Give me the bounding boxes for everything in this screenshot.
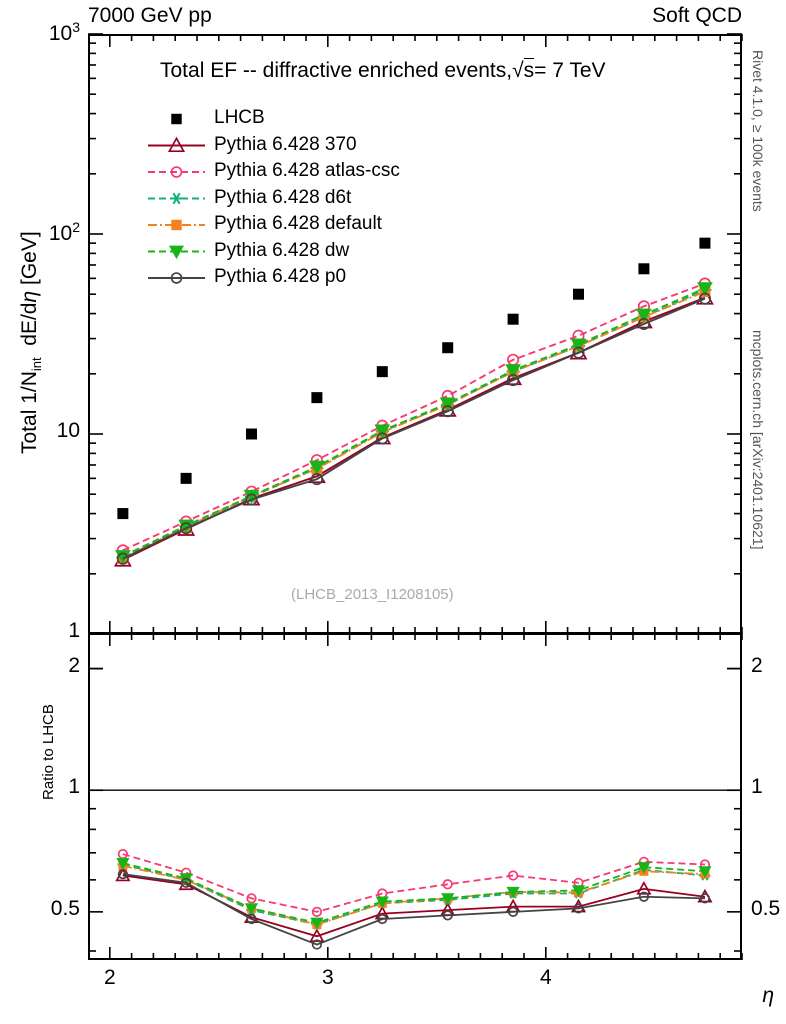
data-marker — [637, 317, 650, 331]
data-marker — [246, 428, 257, 440]
data-marker — [439, 397, 456, 412]
data-marker — [698, 866, 712, 879]
legend-item-label: Pythia 6.428 d6t — [214, 186, 352, 208]
data-marker — [375, 896, 389, 909]
data-marker — [167, 136, 186, 153]
data-marker — [310, 473, 323, 486]
data-marker — [311, 906, 323, 917]
y-tick-label-main: 103 — [48, 19, 80, 45]
y-tick-label-ratio: 2 — [68, 653, 80, 677]
data-marker — [169, 245, 184, 260]
data-marker — [246, 893, 257, 904]
data-marker — [638, 263, 650, 275]
data-marker — [507, 870, 519, 881]
y-tick-label-ratio-right: 0.5 — [751, 896, 781, 920]
data-marker — [180, 877, 192, 888]
header-right-label: Soft QCD — [652, 4, 742, 27]
series-line — [122, 282, 706, 552]
data-marker — [507, 313, 519, 325]
legend-item-label: Pythia 6.428 370 — [214, 133, 357, 155]
analysis-id-watermark: (LHCB_2013_I1208105) — [291, 586, 454, 603]
y-tick-label-ratio-right: 1 — [751, 775, 763, 799]
y-tick-label-main: 1 — [68, 619, 80, 642]
data-marker — [180, 472, 192, 484]
y-tick-label-ratio-right: 2 — [751, 653, 763, 677]
data-marker — [116, 552, 129, 565]
data-marker — [246, 913, 257, 925]
x-tick-label: 2 — [103, 966, 116, 989]
data-marker — [376, 366, 388, 378]
data-marker — [377, 913, 388, 925]
data-marker — [697, 282, 713, 297]
data-marker — [571, 885, 586, 898]
data-marker — [507, 374, 520, 387]
x-tick-label: 3 — [321, 966, 334, 989]
y-tick-label-ratio: 1 — [68, 775, 80, 799]
data-marker — [573, 903, 584, 914]
series-line — [122, 297, 706, 560]
series-line — [122, 287, 706, 558]
data-marker — [117, 868, 128, 880]
data-marker — [244, 903, 259, 916]
data-marker — [374, 424, 391, 439]
data-marker — [638, 891, 650, 902]
legend-item-label: LHCB — [214, 107, 265, 128]
data-marker — [442, 879, 453, 890]
data-marker — [570, 338, 587, 353]
data-marker — [180, 522, 193, 535]
data-marker — [245, 493, 258, 506]
legend-item-label: Pythia 6.428 p0 — [214, 266, 347, 287]
y-tick-label-main: 10 — [56, 419, 80, 442]
data-marker — [309, 460, 325, 475]
data-marker — [572, 346, 585, 359]
ratio-series-line — [122, 873, 705, 946]
data-marker — [636, 308, 652, 323]
header-left-label: 7000 GeV pp — [88, 4, 212, 27]
data-marker — [117, 508, 129, 520]
ratio-series-line — [122, 874, 706, 938]
data-marker — [441, 893, 455, 906]
data-marker — [172, 192, 181, 205]
data-marker — [171, 219, 182, 231]
y-tick-label-main: 102 — [48, 219, 80, 245]
data-marker — [573, 288, 584, 300]
data-marker — [311, 392, 323, 404]
data-marker — [699, 893, 711, 904]
ratio-series-line — [122, 863, 706, 926]
data-marker — [505, 364, 521, 379]
legend-item-label: Pythia 6.428 default — [214, 213, 382, 234]
x-tick-label: 4 — [539, 966, 552, 989]
data-marker — [636, 880, 652, 895]
data-marker — [309, 928, 325, 943]
data-marker — [699, 237, 711, 249]
data-marker — [170, 166, 183, 178]
data-marker — [442, 910, 453, 921]
ratio-series-line — [122, 853, 705, 913]
data-marker — [698, 292, 711, 305]
legend-item-label: Pythia 6.428 dw — [214, 239, 350, 261]
data-marker — [171, 113, 182, 125]
data-marker — [506, 886, 520, 899]
x-axis-label: η — [762, 984, 774, 1007]
data-marker — [311, 939, 323, 950]
plot-title: Total EF -- diffractive enriched events,… — [160, 58, 606, 82]
data-marker — [116, 858, 130, 870]
data-marker — [442, 342, 454, 354]
legend-item-label: Pythia 6.428 atlas-csc — [214, 160, 400, 181]
data-marker — [376, 432, 389, 445]
series-line — [122, 296, 706, 561]
data-marker — [507, 906, 519, 917]
data-marker — [441, 405, 454, 418]
data-marker — [310, 917, 324, 930]
data-marker — [170, 272, 183, 284]
data-marker — [637, 862, 651, 874]
y-tick-label-ratio: 0.5 — [50, 896, 80, 920]
ratio-series-line — [122, 862, 706, 924]
